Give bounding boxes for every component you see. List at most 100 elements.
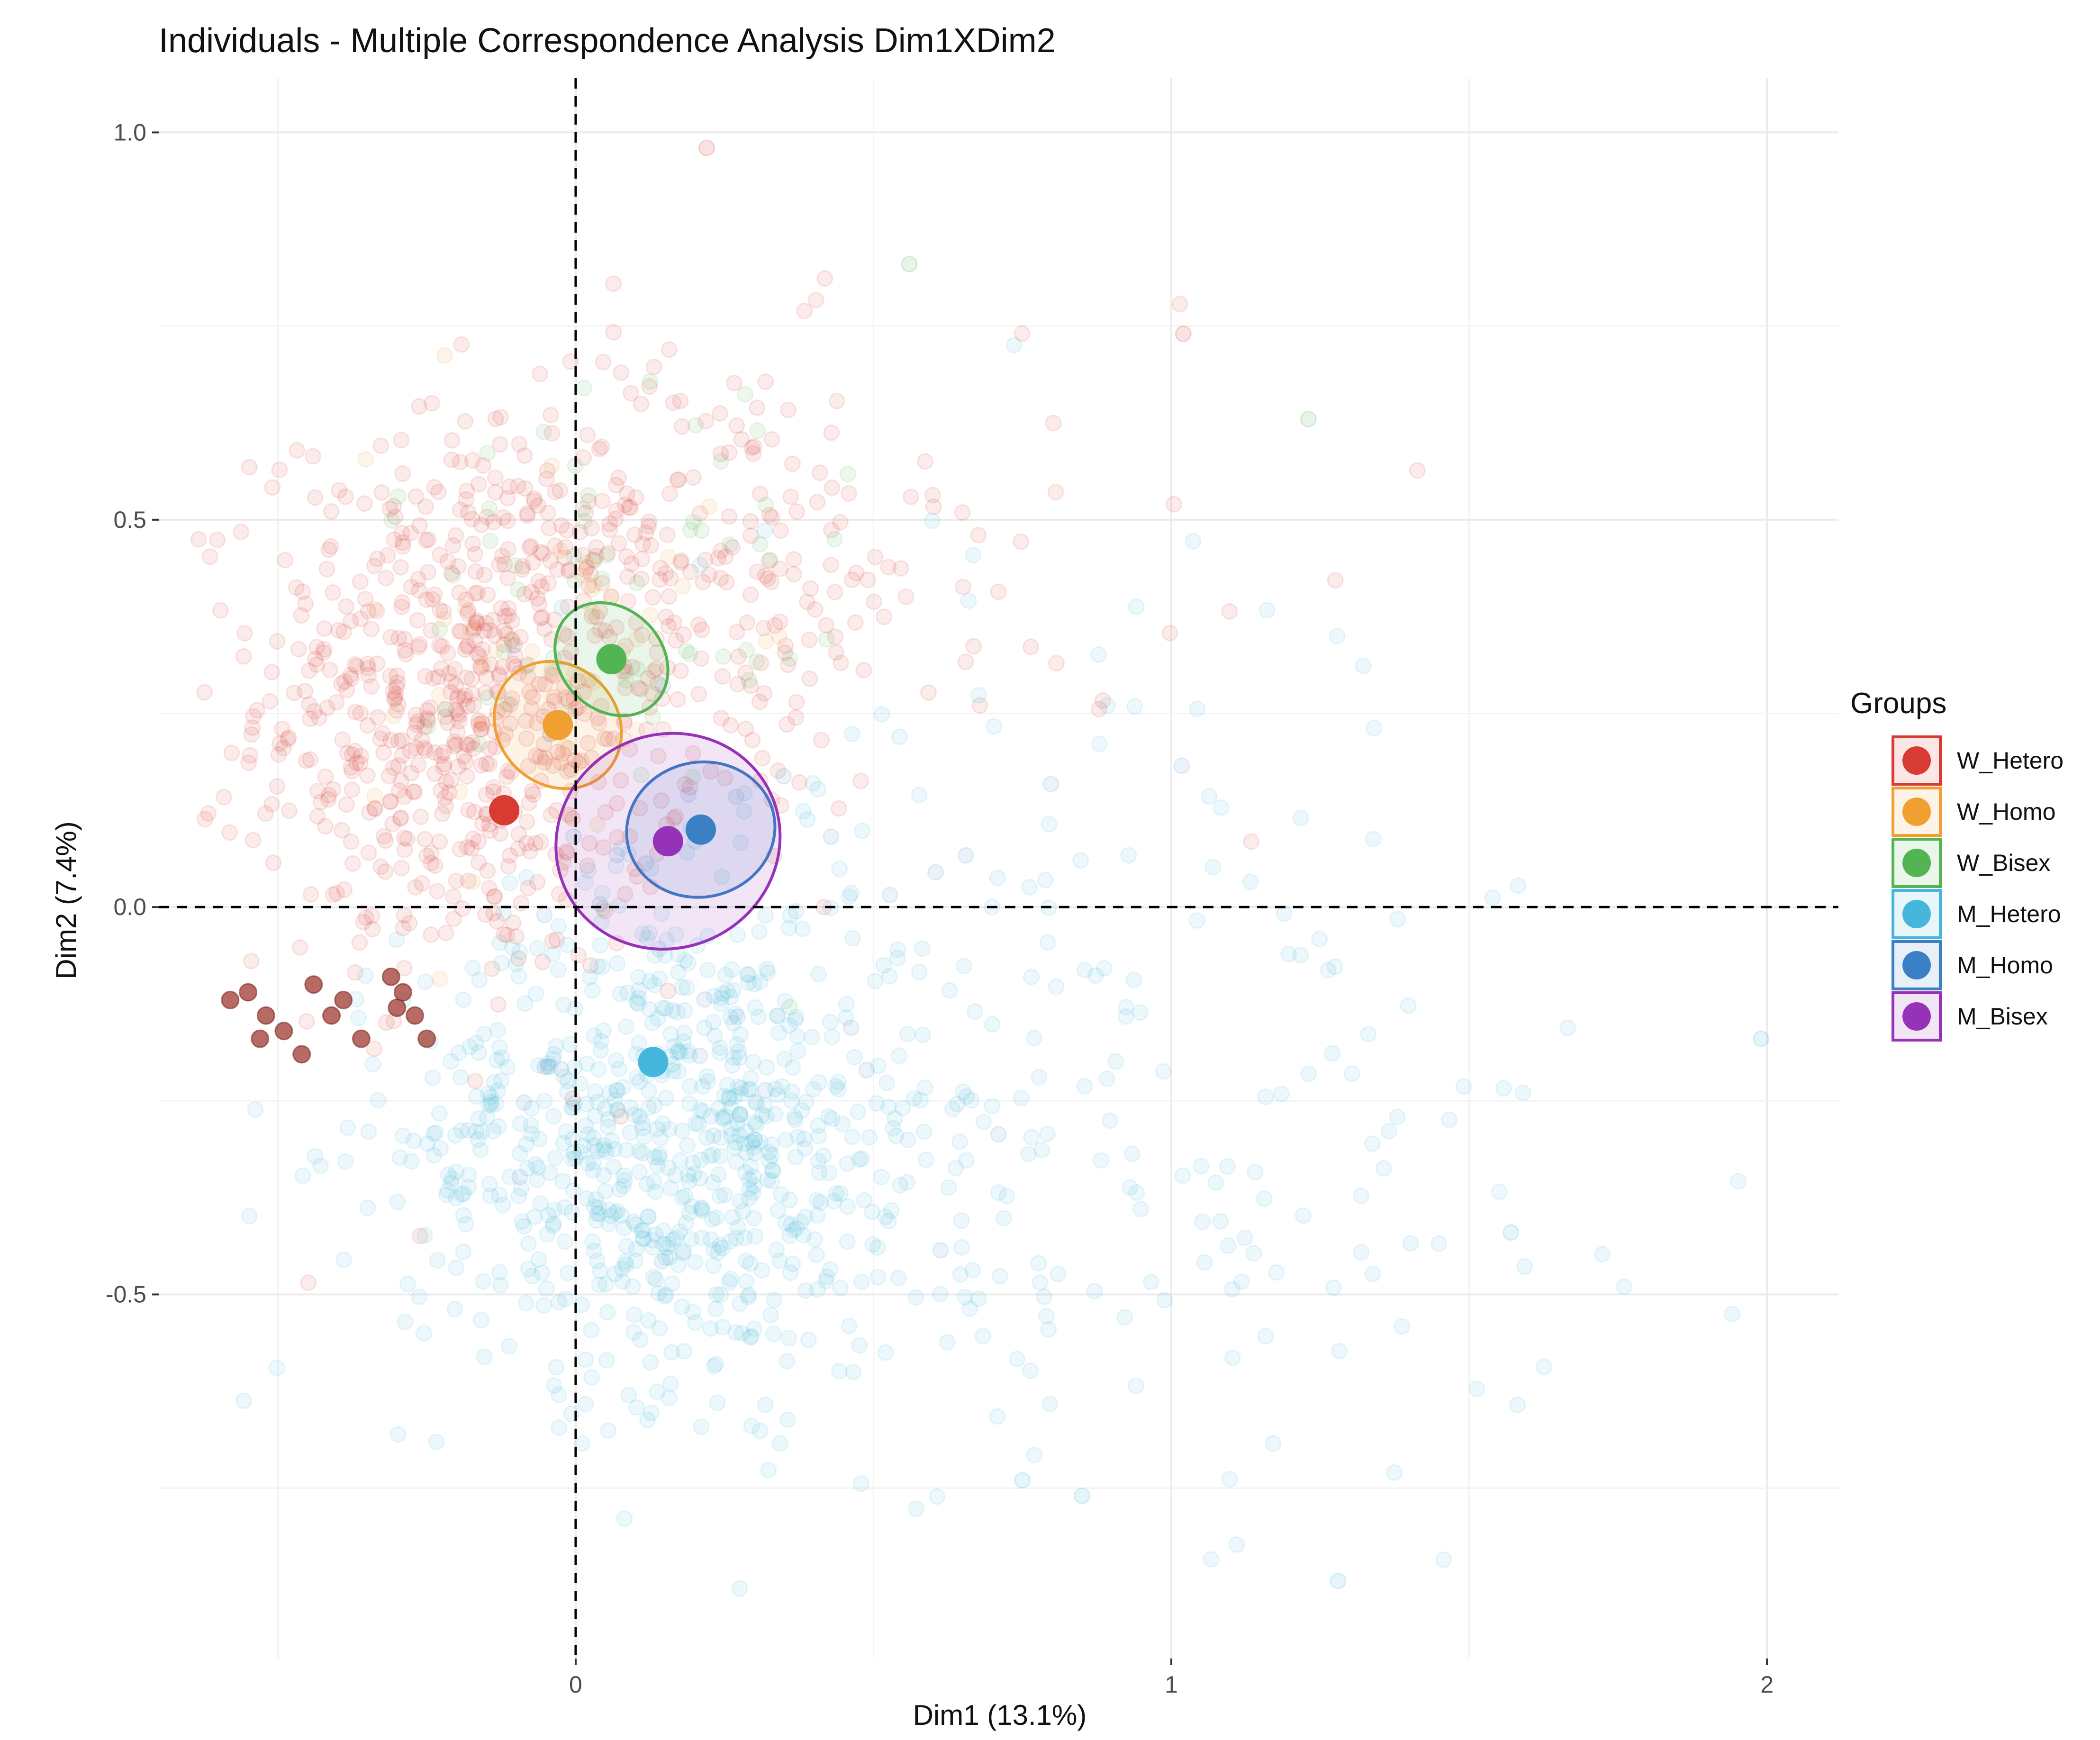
- individual-point: [738, 1144, 755, 1161]
- individual-point: [471, 1044, 488, 1061]
- individual-point: [557, 539, 574, 556]
- individual-point: [455, 1206, 472, 1223]
- individual-point: [516, 995, 534, 1012]
- individual-point: [438, 701, 455, 718]
- individual-point: [762, 1306, 779, 1323]
- individual-point: [1243, 833, 1260, 850]
- individual-point: [745, 1139, 762, 1156]
- individual-point: [312, 1157, 329, 1174]
- individual-point: [628, 1399, 645, 1416]
- individual-point: [691, 505, 708, 522]
- individual-point: [662, 1025, 679, 1042]
- individual-point: [435, 759, 452, 776]
- individual-point: [486, 888, 503, 905]
- individual-point: [730, 1043, 747, 1060]
- individual-point: [510, 968, 527, 985]
- individual-point: [797, 1094, 815, 1111]
- individual-point: [714, 985, 731, 1002]
- individual-point: [392, 809, 409, 826]
- individual-point: [473, 714, 490, 731]
- individual-point: [771, 561, 788, 578]
- individual-point: [660, 982, 677, 999]
- individual-point: [298, 1013, 315, 1030]
- individual-point: [450, 758, 467, 775]
- individual-point: [660, 618, 677, 635]
- individual-point: [530, 497, 547, 514]
- individual-point: [577, 562, 594, 579]
- individual-point: [1386, 1464, 1403, 1481]
- individual-point: [667, 808, 684, 825]
- individual-point: [690, 686, 707, 703]
- individual-point: [742, 527, 760, 544]
- individual-point: [233, 524, 250, 541]
- individual-point: [290, 641, 307, 658]
- individual-point: [460, 637, 477, 654]
- individual-point: [616, 497, 634, 514]
- individual-point: [616, 1172, 633, 1189]
- individual-point: [1116, 1309, 1133, 1326]
- individual-point: [600, 1111, 617, 1128]
- individual-point: [1123, 1145, 1141, 1162]
- individual-point: [307, 489, 324, 506]
- individual-point: [618, 548, 635, 565]
- individual-point: [608, 477, 625, 494]
- individual-point: [521, 843, 538, 860]
- individual-point: [645, 663, 662, 680]
- legend-label: M_Bisex: [1957, 1003, 2048, 1030]
- individual-point: [670, 471, 687, 488]
- individual-point: [670, 1257, 687, 1274]
- individual-point: [315, 644, 332, 661]
- individual-point: [757, 907, 774, 924]
- individual-point: [339, 1119, 356, 1136]
- individual-point: [1280, 945, 1297, 962]
- individual-point: [852, 772, 869, 789]
- individual-point: [377, 863, 394, 880]
- individual-point: [1594, 1246, 1611, 1263]
- individual-point: [439, 644, 456, 662]
- individual-point: [680, 786, 697, 803]
- individual-point: [1174, 1167, 1191, 1184]
- individual-point: [777, 644, 794, 661]
- individual-point: [760, 1144, 778, 1161]
- individual-point: [386, 689, 403, 707]
- individual-point: [406, 783, 423, 800]
- individual-point: [322, 538, 339, 555]
- individual-point: [446, 661, 463, 678]
- individual-point: [738, 1123, 755, 1140]
- individual-point: [1171, 296, 1188, 313]
- individual-point: [565, 547, 582, 564]
- individual-point: [768, 1242, 785, 1259]
- individual-point: [627, 489, 644, 506]
- individual-point: [642, 373, 659, 390]
- individual-point: [426, 479, 443, 496]
- individual-point: [628, 722, 645, 739]
- individual-point: [455, 991, 472, 1008]
- individual-point: [599, 544, 616, 562]
- individual-point: [470, 712, 487, 729]
- individual-point: [348, 658, 365, 675]
- individual-point: [443, 1053, 460, 1070]
- individual-point: [674, 578, 691, 595]
- individual-point: [1468, 1380, 1485, 1397]
- individual-point: [765, 1325, 782, 1342]
- reference-lines: [159, 78, 1838, 1658]
- individual-point: [641, 1082, 658, 1099]
- individual-point: [691, 1170, 708, 1187]
- individual-point: [557, 689, 574, 707]
- individual-point: [952, 1266, 969, 1283]
- individual-point: [511, 435, 528, 453]
- individual-point: [1364, 1135, 1381, 1152]
- individual-point: [674, 1245, 691, 1262]
- individual-point: [831, 1363, 848, 1380]
- individual-point: [853, 1273, 870, 1290]
- individual-point: [1023, 969, 1040, 986]
- individual-point: [529, 940, 546, 957]
- individual-point: [769, 1087, 786, 1104]
- individual-point: [498, 768, 515, 785]
- individual-point: [536, 1092, 553, 1109]
- individual-point: [773, 1078, 790, 1095]
- individual-point: [458, 736, 475, 753]
- individual-point: [751, 1423, 769, 1440]
- individual-point: [492, 825, 509, 842]
- individual-point: [612, 1108, 629, 1125]
